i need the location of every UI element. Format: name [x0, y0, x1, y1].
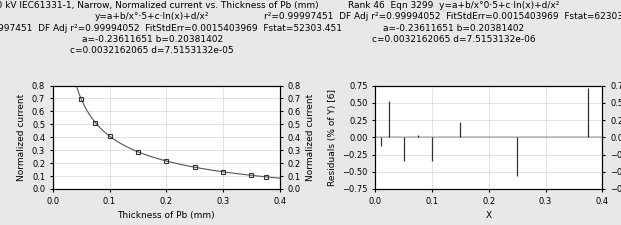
Text: r²=0.99997451  DF Adj r²=0.99994052  FitStdErr=0.0015403969  Fstat=52303.451: r²=0.99997451 DF Adj r²=0.99994052 FitSt… — [0, 24, 342, 33]
Y-axis label: Residuals (% of Y) [6]: Residuals (% of Y) [6] — [327, 89, 337, 186]
Text: Rank 46  Eqn 3299  y=a+b/x°0⋅5+c·ln(x)+d/x²: Rank 46 Eqn 3299 y=a+b/x°0⋅5+c·ln(x)+d/x… — [348, 1, 559, 10]
Text: r²=0.99997451  DF Adj r²=0.99994052  FitStdErr=0.0015403969  Fstat=62303.451: r²=0.99997451 DF Adj r²=0.99994052 FitSt… — [264, 12, 621, 21]
Text: a=-0.23611651 b=0.20381402: a=-0.23611651 b=0.20381402 — [81, 35, 223, 44]
Text: 150 kV IEC61331-1, Narrow, Normalized current vs. Thickness of Pb (mm): 150 kV IEC61331-1, Narrow, Normalized cu… — [0, 1, 319, 10]
Text: a=-0.23611651 b=0.20381402: a=-0.23611651 b=0.20381402 — [383, 24, 524, 33]
Text: c=0.0032162065 d=7.5153132e-05: c=0.0032162065 d=7.5153132e-05 — [70, 46, 234, 55]
Y-axis label: Normalized current: Normalized current — [306, 94, 315, 181]
X-axis label: Thickness of Pb (mm): Thickness of Pb (mm) — [117, 211, 215, 220]
Y-axis label: Normalized current: Normalized current — [17, 94, 26, 181]
X-axis label: X: X — [486, 211, 492, 220]
Text: y=a+b/x°⋅5+c·ln(x)+d/x²: y=a+b/x°⋅5+c·ln(x)+d/x² — [95, 12, 209, 21]
Text: c=0.0032162065 d=7.5153132e-06: c=0.0032162065 d=7.5153132e-06 — [371, 35, 535, 44]
